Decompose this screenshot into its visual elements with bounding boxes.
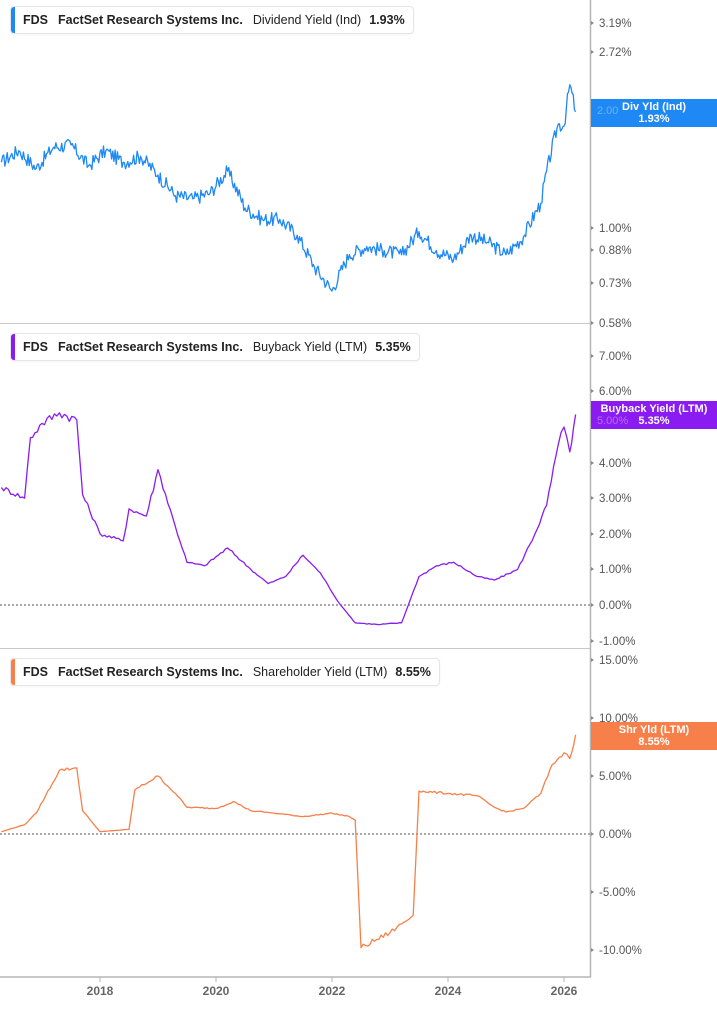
legend-shareholder-yield: FDS FactSet Research Systems Inc. Shareh… [10,658,440,686]
legend-color-swatch [11,334,15,360]
y-ticks: 3.19% 2.72% 1.00% 0.88% 0.73% 0.58% 7.00% 6.00%… [591,18,642,957]
legend-ticker: FDS [23,665,48,679]
x-tick-label: 2018 [87,984,114,998]
series-layer [0,84,577,949]
legend-company-name: FactSet Research Systems Inc. [58,665,243,679]
y-tick-mark [591,567,594,571]
legend-value: 8.55% [395,665,431,679]
y-tick-label: 0.58% [599,318,632,330]
y-tick-mark [591,389,594,393]
y-tick-mark [591,248,594,252]
y-tick-label: 0.00% [599,829,632,841]
y-tick-mark [591,354,594,358]
y-tick-label: 0.73% [599,278,632,290]
x-tick-label: 2022 [319,984,346,998]
legend-company-name: FactSet Research Systems Inc. [58,13,243,27]
y-tick-label: 2.72% [599,47,632,59]
last-value-flag-shareholder: Shr Yld (LTM) 8.55% [591,722,717,750]
legend-metric: Shareholder Yield (LTM) [252,665,388,679]
y-tick-mark [591,50,594,54]
legend-ticker: FDS [23,13,48,27]
y-tick-mark [591,226,594,230]
y-tick-label: 6.00% [599,386,632,398]
y-tick-label: -1.00% [599,636,635,648]
y-tick-mark [591,496,594,500]
x-tick-label: 2026 [551,984,578,998]
buyback-yield-line [0,412,577,626]
hidden-tick-label: 5.00% [597,415,629,427]
legend-value: 1.93% [369,13,405,27]
legend-buyback-yield: FDS FactSet Research Systems Inc. Buybac… [10,333,420,361]
dividend-yield-line [0,84,577,292]
legend-ticker: FDS [23,340,48,354]
hidden-tick-label: 2.00 [597,105,619,117]
y-tick-label: 0.88% [599,245,632,257]
y-tick-label: 1.00% [599,223,632,235]
y-tick-label: -5.00% [599,887,635,899]
y-tick-mark [591,603,594,607]
y-tick-mark [591,639,594,643]
y-tick-mark [591,532,594,536]
y-tick-label: 1.00% [599,564,632,576]
y-tick-label: 0.00% [599,600,632,612]
legend-company-name: FactSet Research Systems Inc. [58,340,243,354]
flag-label: Div Yld (Ind) [622,101,686,113]
y-tick-label: 3.19% [599,18,632,30]
y-tick-mark [591,948,594,952]
shareholder-yield-line [1,734,577,949]
legend-color-swatch [11,7,15,33]
y-tick-label: 5.00% [599,771,632,783]
flag-value: 5.35% [638,415,670,427]
legend-dividend-yield: FDS FactSet Research Systems Inc. Divide… [10,6,414,34]
y-tick-mark [591,832,594,836]
legend-value: 5.35% [375,340,411,354]
legend-color-swatch [11,659,15,685]
y-tick-label: 4.00% [599,458,632,470]
last-value-flag-buyback: 5.00% Buyback Yield (LTM) 5.35% [591,401,717,429]
x-tick-label: 2024 [435,984,462,998]
last-value-flag-dividend: 2.00 Div Yld (Ind) 1.93% [591,99,717,127]
y-tick-mark [591,890,594,894]
flag-label: Buyback Yield (LTM) [600,403,708,415]
y-tick-label: 3.00% [599,493,632,505]
y-tick-mark [591,658,594,662]
y-tick-mark [591,21,594,25]
y-tick-mark [591,461,594,465]
flag-label: Shr Yld (LTM) [618,724,690,736]
flag-value: 1.93% [638,113,670,125]
legend-metric: Dividend Yield (Ind) [252,13,362,27]
y-tick-mark [591,281,594,285]
y-tick-label: 7.00% [599,351,632,363]
x-tick-label: 2020 [203,984,230,998]
y-tick-label: -10.00% [599,945,642,957]
y-tick-mark [591,774,594,778]
x-ticks: 2018 2020 2022 2024 2026 [87,977,578,998]
legend-metric: Buyback Yield (LTM) [252,340,368,354]
flag-value: 8.55% [638,736,670,748]
y-tick-mark [591,716,594,720]
y-tick-label: 15.00% [599,655,638,667]
y-tick-label: 2.00% [599,529,632,541]
y-tick-mark [591,321,594,325]
